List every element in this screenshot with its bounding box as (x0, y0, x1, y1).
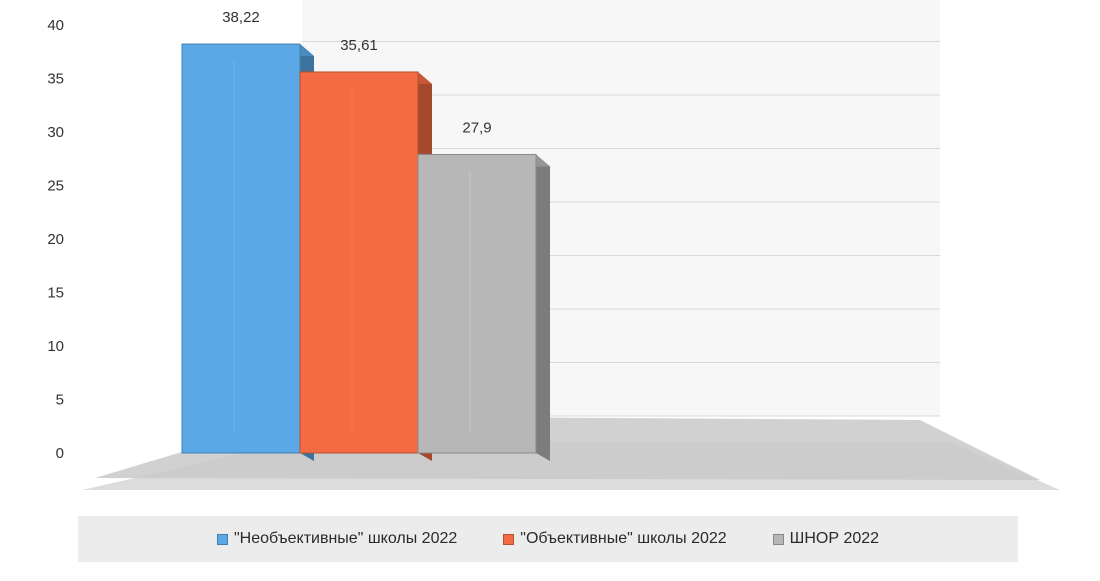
legend-swatch-shnor (772, 533, 784, 545)
y-tick-label-35: 35 (47, 71, 64, 88)
legend-label-objektivnye: "Объективные" школы 2022 (520, 530, 727, 547)
legend-item-shnor: ШНОР 2022 (772, 530, 880, 548)
legend-item-objektivnye: "Объективные" школы 2022 (503, 530, 727, 548)
y-tick-label-25: 25 (47, 178, 64, 195)
legend-label-neobjektivnye: "Необъективные" школы 2022 (233, 530, 458, 547)
legend-swatch-neobjektivnye (216, 533, 228, 545)
data-label-1: 35,61 (340, 37, 378, 54)
y-tick-label-40: 40 (47, 17, 64, 34)
legend-label-shnor: ШНОР 2022 (789, 530, 880, 547)
bar-1 (299, 71, 419, 454)
legend-swatch-objektivnye (503, 533, 515, 545)
bar-2 (417, 153, 537, 454)
y-tick-label-5: 5 (56, 392, 64, 409)
data-label-0: 38,22 (222, 9, 260, 26)
bar-side-2 (536, 154, 550, 461)
legend-item-neobjektivnye: "Необъективные" школы 2022 (216, 530, 458, 548)
bar-0 (181, 43, 301, 454)
y-tick-label-15: 15 (47, 285, 64, 302)
y-tick-label-30: 30 (47, 124, 64, 141)
y-tick-label-10: 10 (47, 338, 64, 355)
y-tick-label-0: 0 (56, 445, 64, 462)
y-tick-label-20: 20 (47, 231, 64, 248)
chart-legend: "Необъективные" школы 2022 "Объективные"… (78, 516, 1018, 562)
data-label-2: 27,9 (462, 119, 491, 136)
